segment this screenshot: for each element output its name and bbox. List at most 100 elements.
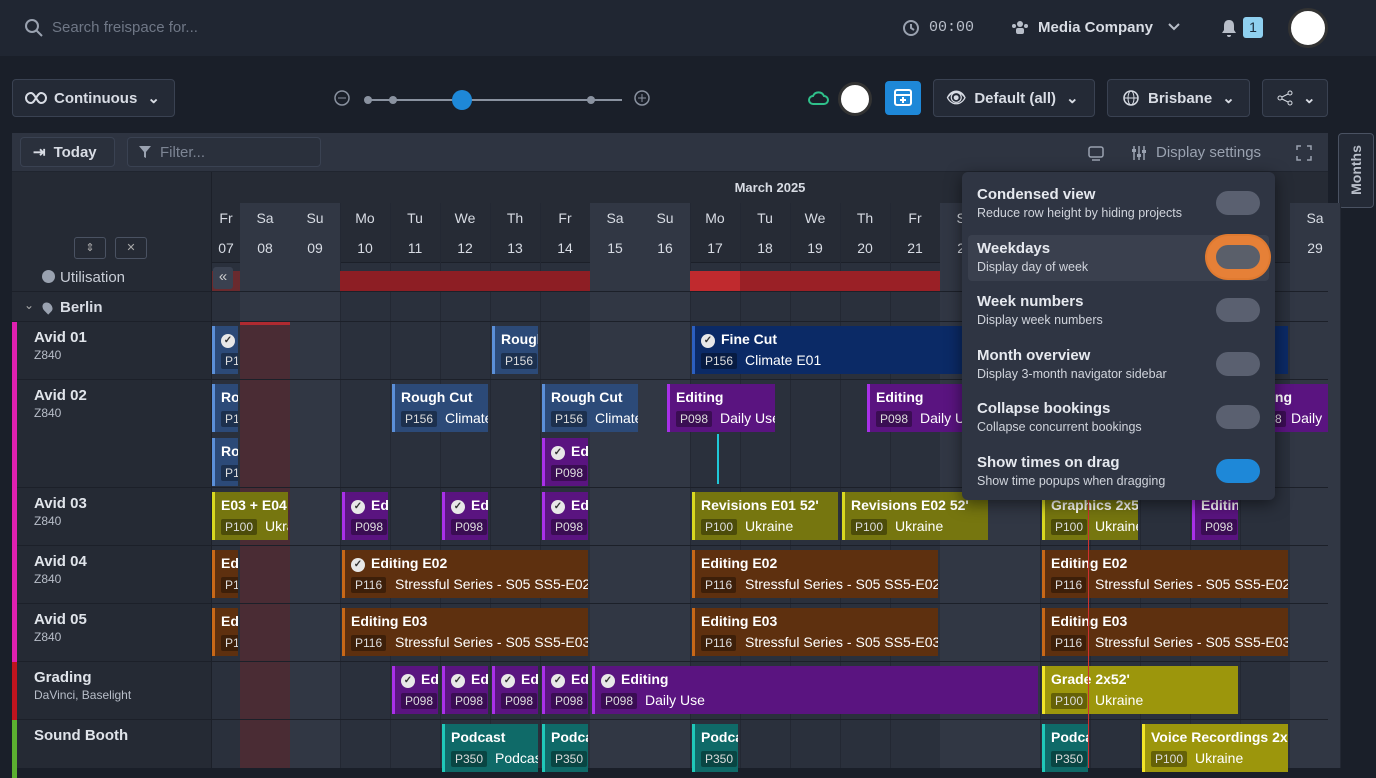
booking[interactable]: ✓ Edi P098 [392, 666, 438, 714]
booking[interactable]: ✓ Edi P098 [342, 492, 388, 540]
booking[interactable]: ✓ Edi P098 [492, 666, 538, 714]
company-switcher[interactable]: Media Company [1038, 19, 1154, 36]
resource-name[interactable]: Avid 03 [34, 495, 87, 512]
booking[interactable]: Grade 2x52' P100 Ukraine [1042, 666, 1238, 714]
setting-description: Collapse concurrent bookings [977, 420, 1142, 435]
timer[interactable]: 00:00 [929, 19, 975, 36]
fit-icon[interactable] [1087, 144, 1105, 162]
booking[interactable]: Podca P350 [1042, 724, 1088, 772]
booking[interactable]: Rou P15 [212, 384, 238, 432]
booking[interactable]: Editing E03 P116 Stressful Series - S05 SS… [342, 608, 588, 656]
check-icon: ✓ [351, 558, 365, 572]
setting-toggle[interactable] [1216, 351, 1260, 376]
date-label: 07 [218, 240, 234, 256]
booking-title: Edi [471, 671, 488, 687]
setting-toggle[interactable] [1216, 298, 1260, 323]
resource-detail: Z840 [34, 514, 62, 528]
bell-icon[interactable] [1220, 18, 1238, 38]
resource-row [12, 662, 1328, 720]
zoom-slider[interactable] [332, 88, 652, 112]
booking[interactable]: ✓ P15 [212, 326, 238, 374]
booking-code: P116 [351, 577, 387, 593]
weekday-label: Tu [407, 210, 423, 226]
resource-name[interactable]: Avid 01 [34, 329, 87, 346]
booking[interactable]: Graphics 2x52 P100 Ukraine [1042, 492, 1138, 540]
booking-code: P098 [501, 693, 538, 709]
months-tab[interactable]: Months [1338, 133, 1374, 208]
booking-code: P100 [221, 519, 258, 535]
view-dropdown[interactable]: Continuous ⌄ [12, 79, 175, 117]
resource-name[interactable]: Avid 02 [34, 387, 87, 404]
clock-icon [903, 20, 919, 36]
share-dropdown[interactable]: ⌄ [1262, 79, 1328, 117]
fullscreen-icon[interactable] [1295, 144, 1313, 162]
booking[interactable]: ✓ Edi P098 [442, 666, 488, 714]
collapse-button[interactable]: ✕ [115, 237, 147, 259]
booking[interactable]: Editing E02 P116 Stressful Series - S05 SS… [692, 550, 938, 598]
display-settings-button[interactable]: Display settings [1156, 144, 1262, 161]
resource-name[interactable]: Avid 05 [34, 611, 87, 628]
booking-title: Podca [551, 729, 588, 745]
booking[interactable]: Edi P11 [212, 550, 238, 598]
setting-toggle[interactable] [1216, 191, 1260, 215]
booking[interactable]: E03 + E04 F P100 Ukrai [212, 492, 288, 540]
booking[interactable]: Podca P350 [542, 724, 588, 772]
booking[interactable]: ✓ Edi P098 [542, 492, 588, 540]
settings-icon [1132, 146, 1146, 160]
weekend-column [1290, 203, 1340, 768]
booking-subtitle: Ukraine [1195, 750, 1244, 766]
booking[interactable]: Rough P156 [492, 326, 538, 374]
booking[interactable]: Editing E03 P116 Stressful Series - S05 SS… [692, 608, 938, 656]
resource-detail: Z840 [34, 572, 62, 586]
column-divider [890, 203, 891, 768]
booking[interactable]: Revisions E02 52' P100 Ukraine [842, 492, 988, 540]
search-input[interactable]: Search freispace for... [52, 19, 198, 36]
booking[interactable]: ✓ Editing E02 P116 Stressful Series - S05 S… [342, 550, 588, 598]
setting-toggle[interactable] [1216, 244, 1260, 269]
utilisation-bar [340, 271, 590, 291]
group-label[interactable]: Berlin [60, 299, 103, 316]
booking[interactable]: Rough Cut P156 Climate [392, 384, 488, 432]
collapse-arrow[interactable]: « [213, 267, 233, 289]
booking-subtitle: Climate [595, 410, 638, 426]
booking[interactable]: Podcast P350 Podcas [442, 724, 538, 772]
booking-code: P100 [1051, 693, 1088, 709]
location-dropdown[interactable]: Brisbane ⌄ [1107, 79, 1250, 117]
resource-name[interactable]: Sound Booth [34, 727, 129, 744]
filter-input[interactable]: Filter... [127, 137, 321, 167]
setting-toggle[interactable] [1216, 405, 1260, 430]
booking[interactable]: ✓ Edi P098 [442, 492, 488, 540]
resource-name[interactable]: Avid 04 [34, 553, 87, 570]
booking-subtitle: Ukraine [1095, 518, 1138, 534]
booking[interactable]: Podca P350 [692, 724, 738, 772]
booking[interactable]: ✓ Edi P098 [542, 666, 588, 714]
booking[interactable]: Voice Recordings 2x5 P100 Ukraine [1142, 724, 1288, 772]
booking[interactable]: Editing P098 Daily U [867, 384, 963, 432]
booking[interactable]: Editing P098 Daily Use [667, 384, 775, 432]
booking[interactable]: Editing E03 P116 Stressful Series - S05 SS… [1042, 608, 1288, 656]
calendar-button[interactable] [885, 81, 921, 115]
booking[interactable]: Editing E02 P116 Stressful Series - S05 SS… [1042, 550, 1288, 598]
booking-title: Rou [221, 443, 238, 459]
booking[interactable]: ✓ Edi P098 [542, 438, 588, 486]
setting-toggle[interactable] [1216, 459, 1260, 483]
booking[interactable]: Edi P11 [212, 608, 238, 656]
booking[interactable]: Editing P098 [1192, 492, 1238, 540]
booking[interactable]: ✓ Editing P098 Daily Use [592, 666, 1038, 714]
resource-name[interactable]: Grading [34, 669, 92, 686]
check-icon: ✓ [551, 446, 565, 460]
booking-code: P100 [851, 519, 888, 535]
user-avatar[interactable] [838, 82, 872, 116]
booking[interactable]: Revisions E01 52' P100 Ukraine [692, 492, 838, 540]
avatar[interactable] [1288, 8, 1328, 48]
booking-title: Editing E02 [701, 555, 778, 571]
booking-title: Rough Cut [551, 389, 623, 405]
booking-title: Edi [371, 497, 388, 513]
booking[interactable]: Rou P15 [212, 438, 238, 486]
expand-button[interactable]: ⇕ [74, 237, 106, 259]
booking[interactable]: Rough Cut P156 Climate [542, 384, 638, 432]
date-label: 16 [657, 240, 673, 256]
weekday-label: Mo [355, 210, 375, 226]
filter-view-dropdown[interactable]: 👁 Default (all) ⌄ [933, 79, 1095, 117]
today-button[interactable]: ⇥ Today [20, 137, 115, 167]
